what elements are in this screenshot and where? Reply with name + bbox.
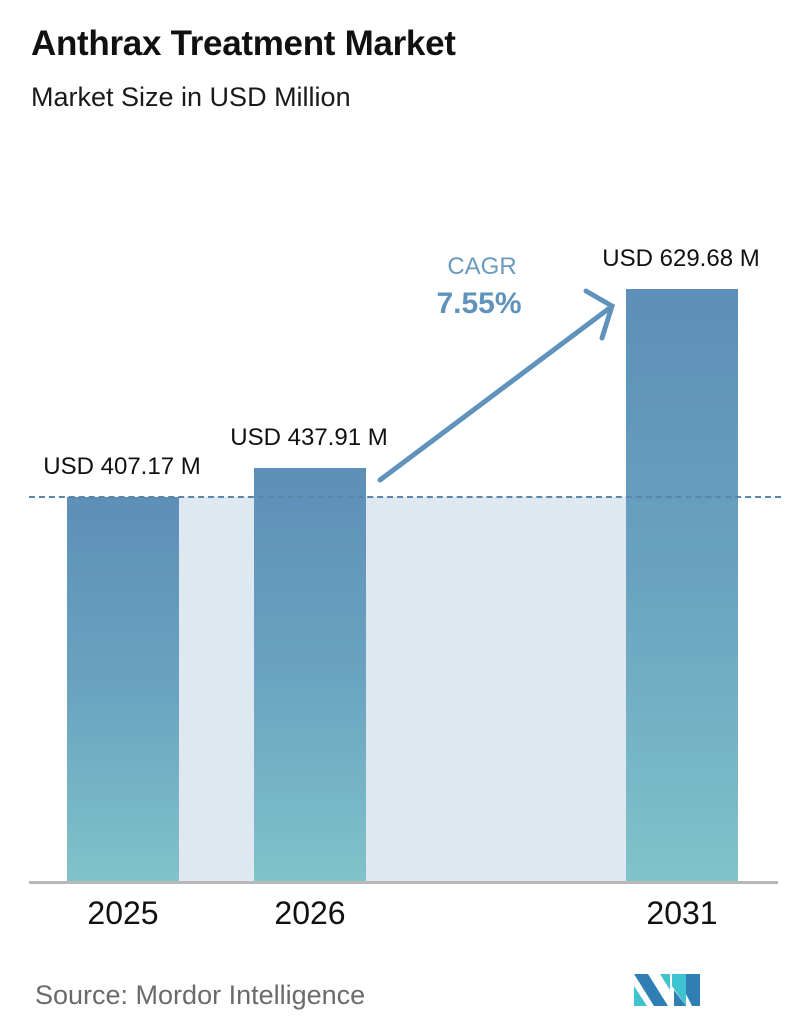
x-axis-line bbox=[29, 881, 778, 884]
reference-dashed-line bbox=[29, 496, 781, 498]
chart-title: Anthrax Treatment Market bbox=[31, 24, 456, 63]
bar-2031 bbox=[626, 289, 738, 882]
source-text: Source: Mordor Intelligence bbox=[35, 980, 366, 1010]
mordor-intelligence-logo-icon bbox=[634, 974, 700, 1006]
x-label-2031: 2031 bbox=[646, 895, 718, 931]
x-label-2026: 2026 bbox=[274, 895, 346, 931]
bar-value-label-2025: USD 407.17 M bbox=[43, 453, 201, 480]
bar-value-label-2031: USD 629.68 M bbox=[602, 245, 760, 272]
bar-2026 bbox=[254, 468, 366, 882]
baseline-shade bbox=[179, 497, 626, 882]
bar-2025 bbox=[67, 497, 179, 882]
chart-subtitle: Market Size in USD Million bbox=[31, 82, 351, 112]
x-label-2025: 2025 bbox=[87, 895, 159, 931]
cagr-label: CAGR bbox=[447, 253, 517, 280]
cagr-value: 7.55% bbox=[436, 287, 522, 320]
bar-value-label-2026: USD 437.91 M bbox=[230, 424, 388, 451]
